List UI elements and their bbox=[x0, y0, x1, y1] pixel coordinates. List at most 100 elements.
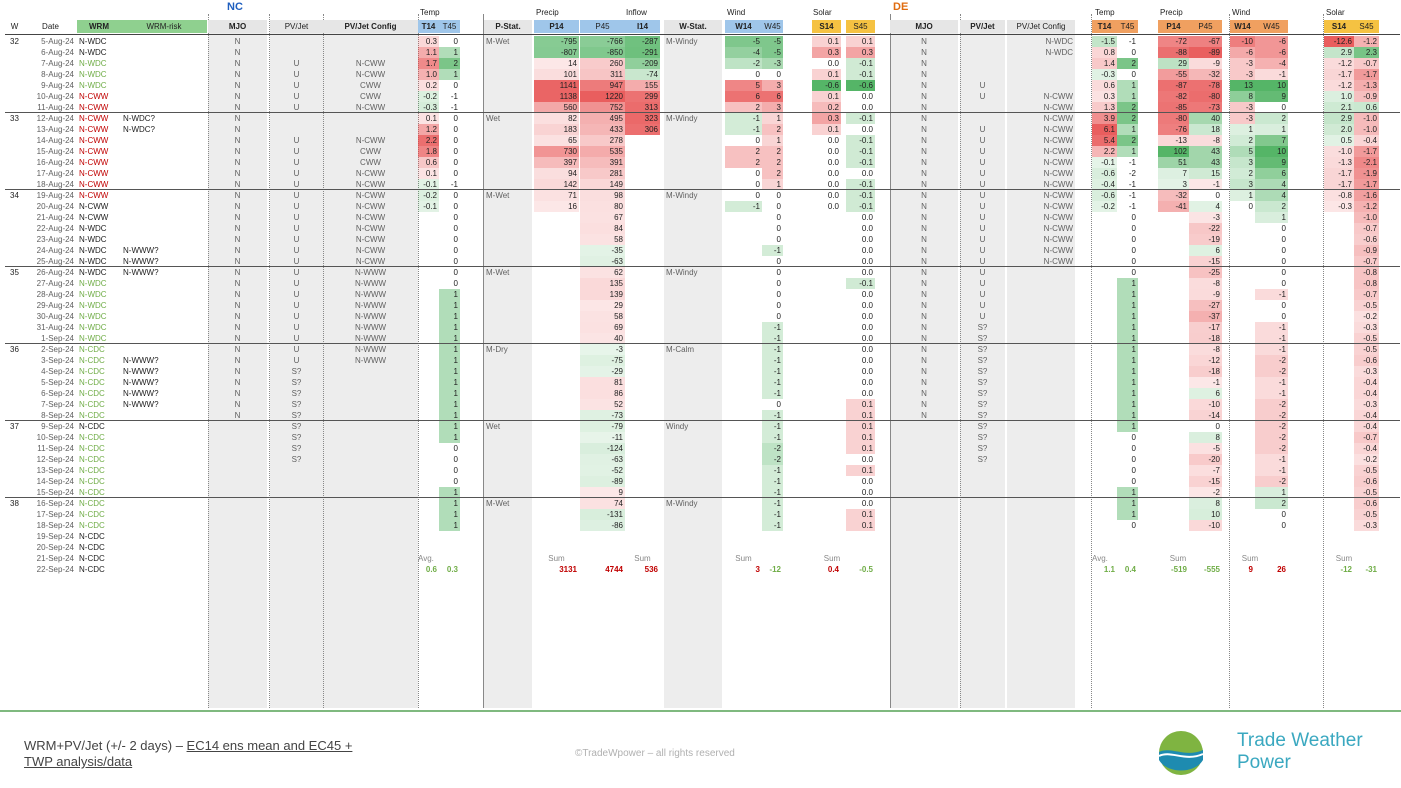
cell-s45: 0.0 bbox=[861, 334, 873, 343]
cell-de-pvjet: U bbox=[979, 312, 986, 321]
cell-w45: 2 bbox=[762, 168, 783, 179]
cell-de-pvjet-config: N-CWW bbox=[1043, 213, 1073, 222]
cell-mjo bbox=[208, 432, 267, 443]
cell-w14: 6 bbox=[725, 91, 762, 102]
cell-wrm-risk: N-WWW? bbox=[123, 246, 159, 255]
cell-t45 bbox=[439, 531, 460, 542]
cell-t45: 1 bbox=[439, 399, 460, 410]
cell-date: 14-Sep-24 bbox=[36, 477, 74, 486]
cell-i14 bbox=[625, 212, 660, 223]
cell-de-w45: -2 bbox=[1255, 399, 1288, 410]
col-header-t14: T14 bbox=[418, 20, 439, 33]
cell-w: 36 bbox=[10, 345, 19, 354]
cell-date: 17-Sep-24 bbox=[36, 510, 74, 519]
cell-pvjet: U bbox=[293, 224, 300, 233]
cell-de-w45: -2 bbox=[1255, 366, 1288, 377]
cell-de-t14 bbox=[1092, 432, 1117, 443]
cell-date: 28-Aug-24 bbox=[36, 290, 74, 299]
cell-p45: 81 bbox=[580, 377, 625, 388]
cell-de-w14 bbox=[1230, 399, 1255, 410]
cell-s14 bbox=[812, 476, 841, 487]
col-header-de-mjo: MJO bbox=[890, 20, 958, 33]
cell-w45: -1 bbox=[762, 410, 783, 421]
cell-de-w14 bbox=[1230, 443, 1255, 454]
cell-s45: 0.0 bbox=[861, 246, 873, 255]
cell-wstat bbox=[664, 234, 722, 245]
cell-mjo: N bbox=[234, 246, 241, 255]
cell-de-mjo: N bbox=[921, 257, 927, 266]
cell-de-mjo: N bbox=[921, 411, 927, 420]
cell-pvjet-config bbox=[323, 520, 418, 531]
cell-de-p14 bbox=[1158, 267, 1189, 278]
cell-w14: 2 bbox=[725, 157, 762, 168]
cell-de-w45: -2 bbox=[1255, 443, 1288, 454]
cell-p45: 67 bbox=[580, 212, 625, 223]
cell-pstat: M-Wet bbox=[486, 191, 510, 200]
cell-de-t45: -1 bbox=[1128, 37, 1136, 46]
cell-p45: 391 bbox=[580, 157, 625, 168]
cell-t45: 0 bbox=[453, 246, 458, 255]
cell-date: 7-Sep-24 bbox=[41, 400, 74, 409]
cell-i14 bbox=[625, 454, 660, 465]
cell-t14 bbox=[418, 443, 439, 454]
cell-pvjet-config: N-CWW bbox=[355, 235, 386, 244]
cell-p45: -63 bbox=[580, 256, 625, 267]
cell-de-pvjet-config bbox=[1007, 388, 1075, 399]
cell-w45: 0 bbox=[776, 312, 781, 321]
cell-pvjet-config: N-CWW bbox=[355, 180, 386, 189]
cell-i14 bbox=[625, 421, 660, 432]
cell-p45: -75 bbox=[580, 355, 625, 366]
cell-mjo bbox=[208, 564, 267, 575]
column-band bbox=[323, 25, 418, 708]
cell-de-mjo bbox=[890, 564, 958, 575]
cell-wrm: N-WDC bbox=[79, 268, 107, 277]
cell-de-s14 bbox=[1324, 355, 1354, 366]
cell-de-t14 bbox=[1092, 476, 1117, 487]
cell-t45: 1 bbox=[439, 355, 460, 366]
cell-w45: -1 bbox=[762, 322, 783, 333]
cell-pvjet: S? bbox=[291, 444, 302, 453]
cell-t14: 1.8 bbox=[418, 146, 439, 157]
cell-de-p45: 8 bbox=[1189, 432, 1222, 443]
cell-s45 bbox=[846, 542, 875, 553]
cell-wrm-risk bbox=[121, 476, 207, 487]
cell-wstat bbox=[664, 311, 722, 322]
cell-p14: 730 bbox=[534, 146, 579, 157]
cell-p45: -124 bbox=[580, 443, 625, 454]
cell-wstat bbox=[664, 366, 722, 377]
cell-de-s45: -0.5 bbox=[1354, 333, 1379, 344]
cell-p14 bbox=[534, 520, 579, 531]
cell-pstat: M-Wet bbox=[486, 499, 510, 508]
cell-de-mjo: N bbox=[921, 37, 927, 46]
cell-wrm-risk bbox=[121, 300, 207, 311]
cell-s45: 0.0 bbox=[861, 499, 873, 508]
cell-de-t14 bbox=[1092, 322, 1117, 333]
cell-de-s14 bbox=[1324, 531, 1354, 542]
cell-wrm: N-CWW bbox=[79, 169, 109, 178]
col-header-de-w14: W14 bbox=[1230, 20, 1255, 33]
cell-pvjet-config bbox=[323, 113, 418, 124]
cell-wrm-risk bbox=[121, 344, 207, 355]
cell-wstat bbox=[664, 476, 722, 487]
cell-t14: 2.2 bbox=[418, 135, 439, 146]
cell-s14 bbox=[812, 465, 841, 476]
cell-p14: 1138 bbox=[534, 91, 579, 102]
cell-t14 bbox=[418, 267, 439, 278]
cell-de-mjo: N bbox=[921, 224, 927, 233]
cell-de-s45: -0.7 bbox=[1354, 432, 1379, 443]
cell-de-pvjet bbox=[960, 465, 1005, 476]
cell-mjo: N bbox=[234, 169, 241, 178]
cell-t14 bbox=[418, 476, 439, 487]
cell-wstat bbox=[664, 157, 722, 168]
cell-w14 bbox=[725, 377, 762, 388]
cell-w45: 0 bbox=[776, 202, 781, 211]
cell-de-w45: -1 bbox=[1255, 344, 1288, 355]
cell-w45: -1 bbox=[762, 333, 783, 344]
cell-p14 bbox=[534, 311, 579, 322]
cell-wrm-risk bbox=[121, 58, 207, 69]
cell-de-w45: -6 bbox=[1255, 47, 1288, 58]
cell-w45: -1 bbox=[762, 366, 783, 377]
cell-p45: -73 bbox=[580, 410, 625, 421]
cell-t45: 0 bbox=[453, 114, 458, 123]
col-header-pvjet-config: PV/Jet Config bbox=[323, 20, 418, 33]
